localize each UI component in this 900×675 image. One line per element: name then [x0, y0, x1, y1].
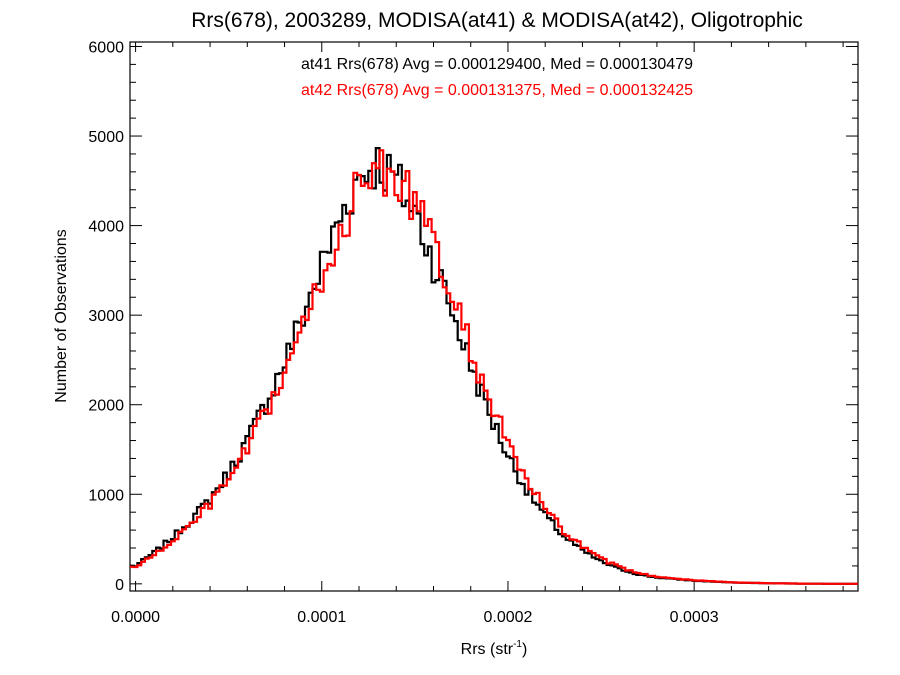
series-layer	[130, 147, 858, 585]
y-axis-ticks: 0 1000 2000 3000 4000 5000 6000	[88, 39, 858, 594]
series-at41-line	[130, 147, 858, 585]
y-tick-label: 4000	[88, 219, 124, 236]
y-tick-label: 3000	[88, 308, 124, 325]
x-axis-ticks: 0.0000 0.0001 0.0002 0.0003	[111, 42, 844, 626]
y-tick-label: 2000	[88, 398, 124, 415]
x-axis-label-main: Rrs (str	[461, 641, 514, 658]
y-tick-label: 0	[115, 577, 124, 594]
y-axis-label: Number of Observations	[53, 229, 70, 402]
x-axis-label: Rrs (str-1)	[461, 639, 528, 658]
annotation-at42-stats: at42 Rrs(678) Avg = 0.000131375, Med = 0…	[301, 82, 693, 99]
x-axis-label-close: )	[522, 641, 527, 658]
plot-frame	[129, 41, 859, 592]
annotation-at41-stats: at41 Rrs(678) Avg = 0.000129400, Med = 0…	[301, 56, 693, 73]
y-tick-label: 1000	[88, 487, 124, 504]
chart-title: Rrs(678), 2003289, MODISA(at41) & MODISA…	[191, 9, 803, 32]
x-tick-label: 0.0000	[111, 609, 160, 626]
x-tick-label: 0.0002	[483, 609, 532, 626]
y-tick-label: 5000	[88, 129, 124, 146]
series-at42-line	[130, 149, 858, 585]
x-tick-label: 0.0001	[297, 609, 346, 626]
y-tick-label: 6000	[88, 39, 124, 56]
x-tick-label: 0.0003	[670, 609, 719, 626]
x-axis-label-superscript: -1	[513, 639, 522, 650]
